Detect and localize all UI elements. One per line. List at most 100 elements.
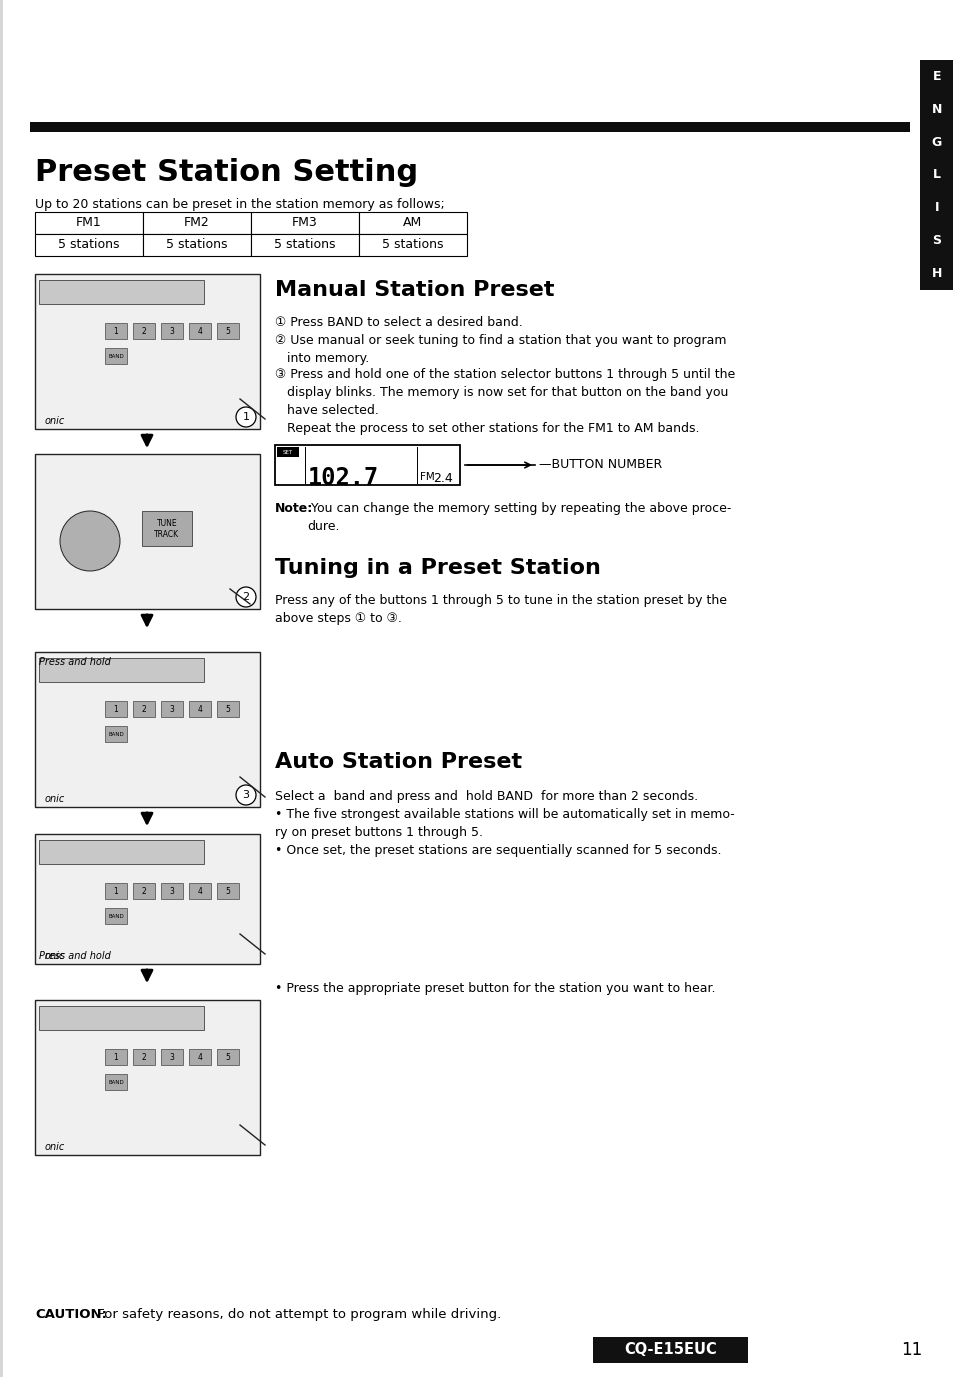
Bar <box>30 123 909 132</box>
Text: onic: onic <box>45 795 65 804</box>
Bar <box>593 1337 747 1363</box>
Text: Preset Station Setting: Preset Station Setting <box>35 158 417 187</box>
Text: CQ-E15EUC: CQ-E15EUC <box>623 1343 716 1358</box>
Text: FM: FM <box>419 472 435 482</box>
Bar <box>216 701 239 717</box>
Bar <box>35 234 143 256</box>
Text: 2: 2 <box>141 326 146 336</box>
Bar <box>35 274 260 430</box>
Text: 1: 1 <box>113 887 118 895</box>
Bar <box>161 1049 183 1064</box>
Text: Press and hold: Press and hold <box>39 657 111 666</box>
Bar <box>358 212 467 234</box>
Text: H: H <box>931 267 942 280</box>
Text: 3: 3 <box>170 705 174 713</box>
Bar <box>189 883 211 899</box>
Bar <box>216 324 239 339</box>
Bar <box>39 280 204 304</box>
Bar <box>189 701 211 717</box>
Text: 5 stations: 5 stations <box>58 238 120 252</box>
Bar <box>143 234 251 256</box>
Text: SET: SET <box>283 449 293 454</box>
Text: Press any of the buttons 1 through 5 to tune in the station preset by the
above : Press any of the buttons 1 through 5 to … <box>274 593 726 625</box>
Text: onic: onic <box>45 1142 65 1153</box>
Bar <box>39 840 204 863</box>
Text: 4: 4 <box>197 705 202 713</box>
Bar <box>251 234 358 256</box>
Bar <box>105 324 127 339</box>
Text: 1: 1 <box>113 326 118 336</box>
Bar <box>105 1074 127 1091</box>
Text: 5: 5 <box>225 326 231 336</box>
Text: 3: 3 <box>170 326 174 336</box>
Text: BAND: BAND <box>108 731 124 737</box>
Text: ② Use manual or seek tuning to find a station that you want to program
   into m: ② Use manual or seek tuning to find a st… <box>274 335 726 365</box>
Bar <box>189 1049 211 1064</box>
Text: 4: 4 <box>197 887 202 895</box>
Text: 3: 3 <box>242 790 250 800</box>
Text: AM: AM <box>403 216 422 230</box>
Text: 5 stations: 5 stations <box>274 238 335 252</box>
Text: 5 stations: 5 stations <box>166 238 228 252</box>
Bar <box>35 1000 260 1155</box>
Bar <box>105 726 127 742</box>
Text: onic: onic <box>45 952 65 961</box>
Bar <box>161 883 183 899</box>
Text: 1: 1 <box>113 1052 118 1062</box>
Text: BAND: BAND <box>108 1080 124 1085</box>
Text: E: E <box>932 70 941 83</box>
Text: onic: onic <box>45 416 65 425</box>
Text: TUNE
TRACK: TUNE TRACK <box>154 519 179 538</box>
Text: • The five strongest available stations will be automatically set in memo-
ry on: • The five strongest available stations … <box>274 808 734 839</box>
Bar <box>216 883 239 899</box>
Text: 3: 3 <box>170 1052 174 1062</box>
Bar <box>35 651 260 807</box>
Text: 4: 4 <box>197 1052 202 1062</box>
Bar <box>132 883 154 899</box>
Bar <box>39 1007 204 1030</box>
Bar <box>132 701 154 717</box>
Bar <box>0 0 3 1377</box>
Bar <box>143 212 251 234</box>
Circle shape <box>60 511 120 571</box>
Bar <box>919 61 953 291</box>
Text: 102.7: 102.7 <box>308 465 379 490</box>
Text: 1: 1 <box>242 412 250 421</box>
Text: 2.4: 2.4 <box>433 471 453 485</box>
Text: 2: 2 <box>141 1052 146 1062</box>
Text: 5 stations: 5 stations <box>382 238 443 252</box>
Circle shape <box>235 785 255 806</box>
Text: FM1: FM1 <box>76 216 102 230</box>
Circle shape <box>235 408 255 427</box>
Text: 5: 5 <box>225 705 231 713</box>
Text: ① Press BAND to select a desired band.: ① Press BAND to select a desired band. <box>274 315 522 329</box>
Text: S: S <box>931 234 941 248</box>
Text: Auto Station Preset: Auto Station Preset <box>274 752 521 772</box>
Text: I: I <box>934 201 939 215</box>
Text: • Press the appropriate preset button for the station you want to hear.: • Press the appropriate preset button fo… <box>274 982 715 996</box>
Text: 2: 2 <box>141 705 146 713</box>
Circle shape <box>235 587 255 607</box>
Text: Note:: Note: <box>274 503 313 515</box>
Bar <box>274 445 459 485</box>
Text: Up to 20 stations can be preset in the station memory as follows;: Up to 20 stations can be preset in the s… <box>35 198 444 211</box>
Text: FM2: FM2 <box>184 216 210 230</box>
Bar <box>161 701 183 717</box>
Bar <box>132 324 154 339</box>
Bar <box>35 212 143 234</box>
Text: Select a  band and press and  hold BAND  for more than 2 seconds.: Select a band and press and hold BAND fo… <box>274 790 698 803</box>
Text: 11: 11 <box>901 1341 922 1359</box>
Text: 2: 2 <box>141 887 146 895</box>
Text: 2: 2 <box>242 592 250 602</box>
Bar <box>39 658 204 682</box>
Text: You can change the memory setting by repeating the above proce-
dure.: You can change the memory setting by rep… <box>307 503 731 533</box>
Bar <box>105 907 127 924</box>
Text: —BUTTON NUMBER: —BUTTON NUMBER <box>538 459 661 471</box>
Text: Press and hold: Press and hold <box>39 952 111 961</box>
Text: BAND: BAND <box>108 354 124 358</box>
Bar <box>105 883 127 899</box>
Text: N: N <box>931 103 942 116</box>
Text: ③ Press and hold one of the station selector buttons 1 through 5 until the
   di: ③ Press and hold one of the station sele… <box>274 368 735 435</box>
Text: 1: 1 <box>113 705 118 713</box>
Text: 5: 5 <box>225 887 231 895</box>
